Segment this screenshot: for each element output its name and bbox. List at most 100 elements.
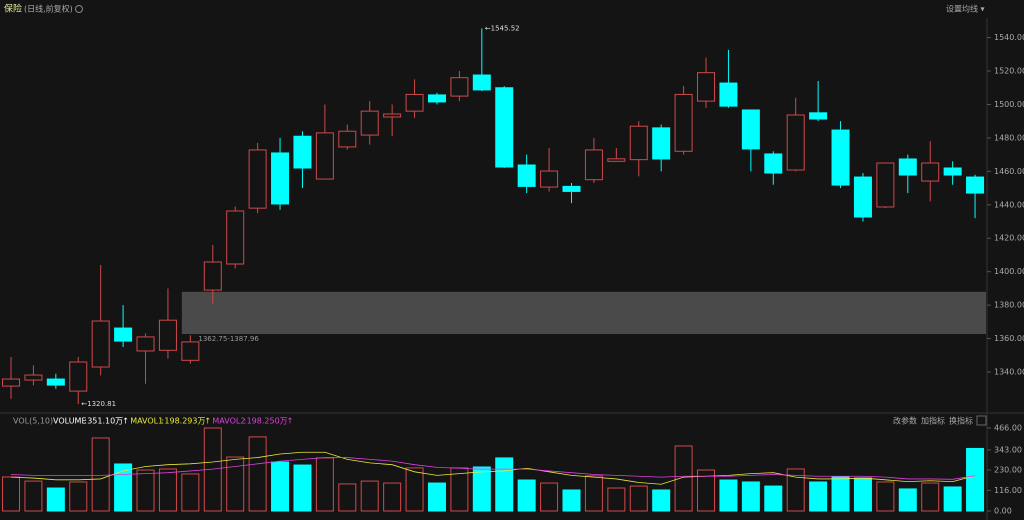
volume-bar (652, 489, 671, 512)
close-button[interactable] (976, 415, 987, 426)
volume-bar (764, 485, 783, 512)
candle-body (495, 87, 514, 168)
volume-bar (697, 469, 716, 512)
y-tick-label: 1540.00 (994, 33, 1024, 42)
ma-line (10, 457, 976, 480)
y-tick-label: 1460.00 (994, 167, 1024, 176)
legend-trend: ↑ (287, 417, 294, 426)
candle-body (853, 176, 872, 218)
zone-label: 1362.75-1387.96 (198, 335, 259, 343)
volume-bar (809, 481, 828, 512)
candle-body (226, 210, 245, 265)
volume-bar (383, 482, 402, 512)
volume-bar (315, 457, 334, 512)
candle-body (158, 319, 177, 351)
candle-body (472, 74, 491, 91)
candle-body (764, 153, 783, 174)
candle-body (46, 378, 65, 386)
volume-bar (181, 473, 200, 512)
candle-body (293, 135, 312, 169)
y-tick-label: 0.00 (994, 507, 1012, 516)
volume-bar (472, 466, 491, 512)
volume-bar (831, 476, 850, 512)
volume-bar (562, 489, 581, 512)
candle-body (607, 158, 626, 162)
volume-bar (719, 479, 738, 512)
volume-bar (226, 456, 245, 512)
candle-body (24, 374, 43, 381)
y-tick-label: 116.00 (994, 486, 1022, 495)
volume-bar (517, 479, 536, 512)
volume-bar (495, 457, 514, 512)
volume-bar (540, 482, 559, 512)
candle-body (719, 82, 738, 107)
indicator-button[interactable]: 加指标 (921, 416, 945, 426)
candle-body (786, 114, 805, 171)
volume-bar (91, 437, 110, 512)
annotation: ←1320.81 (81, 400, 116, 408)
indicator: VOL(5,10) (13, 417, 53, 426)
indicator-button[interactable]: 改参数 (893, 416, 917, 426)
candle-body (562, 185, 581, 192)
candle-body (831, 129, 850, 186)
legend-name: VOLUME (53, 417, 87, 426)
y-tick-label: 1480.00 (994, 133, 1024, 142)
volume-bar (607, 487, 626, 512)
volume-bar (46, 487, 65, 512)
candle-body (248, 149, 267, 209)
volume-bar (24, 480, 43, 512)
volume-bar (629, 485, 648, 512)
candle-body (966, 176, 985, 194)
candle-body (450, 77, 469, 97)
legend-value: 351.10万 (87, 417, 123, 426)
y-tick-label: 1520.00 (994, 67, 1024, 76)
candle-body (652, 127, 671, 160)
y-tick-label: 1340.00 (994, 368, 1024, 377)
legend-separator: : (84, 417, 87, 426)
volume-bar (158, 468, 177, 512)
volume-bar (293, 464, 312, 512)
volume-bar (943, 486, 962, 512)
ma-line (10, 451, 976, 485)
volume-bar (898, 488, 917, 512)
y-tick-label: 466.00 (994, 423, 1022, 432)
volume-bar (2, 476, 20, 512)
candle-body (2, 378, 20, 387)
candle-body (181, 341, 200, 361)
candle-body (383, 113, 402, 118)
volume-bar (338, 483, 357, 512)
candle-body (405, 93, 424, 112)
settings-icon[interactable] (75, 5, 83, 13)
y-tick-label: 1380.00 (994, 301, 1024, 310)
volume-bar (584, 475, 603, 512)
candle-body (360, 110, 379, 136)
candle-body (584, 149, 603, 181)
volume-bar (876, 481, 895, 512)
y-tick-label: 1500.00 (994, 100, 1024, 109)
indicator-button[interactable]: 换指标 (949, 416, 973, 426)
candle-body (540, 170, 559, 188)
ma-setting[interactable]: 设置均线 ▾ (946, 4, 985, 14)
volume-bar (674, 445, 693, 512)
candle-body (697, 72, 716, 102)
candle-body (114, 327, 133, 342)
volume-bar (136, 469, 155, 512)
candle-body (91, 320, 110, 368)
candle-body (741, 109, 760, 150)
legend-value: 198.293万 (164, 417, 205, 426)
volume-bar (786, 468, 805, 512)
candle-body (315, 132, 334, 180)
volume-bar (271, 461, 290, 512)
title: 保险 (4, 3, 22, 15)
y-tick-label: 343.00 (994, 445, 1022, 454)
candle-body (943, 167, 962, 176)
volume-bar (69, 481, 88, 512)
candle-body (203, 261, 222, 291)
y-tick-label: 1360.00 (994, 334, 1024, 343)
candle-body (69, 361, 88, 392)
volume-bar (248, 436, 267, 512)
legend-name: MAVOL1 (130, 417, 163, 426)
candle-body (629, 125, 648, 161)
